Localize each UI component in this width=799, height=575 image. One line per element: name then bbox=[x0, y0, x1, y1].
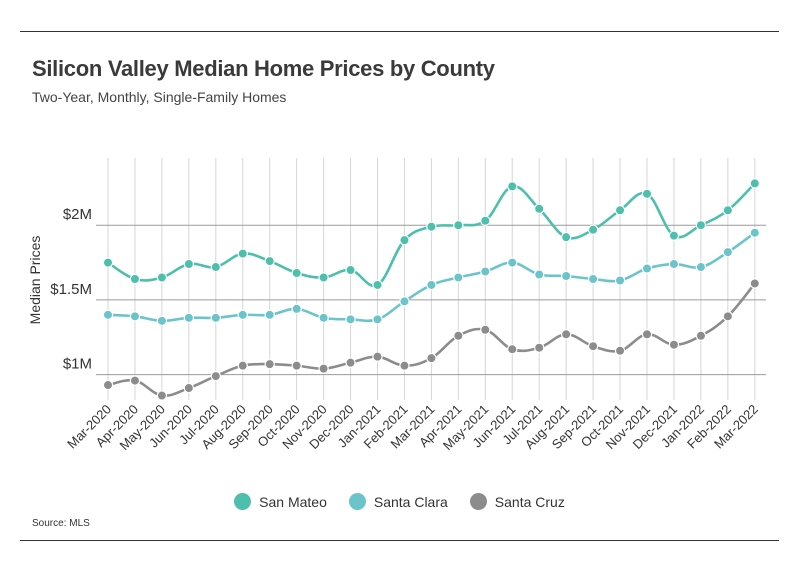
data-point-santa-cruz bbox=[372, 351, 383, 362]
series-layer bbox=[102, 178, 761, 401]
source-note: Source: MLS bbox=[32, 518, 90, 529]
y-tick-label: $2M bbox=[63, 206, 92, 223]
data-point-santa-cruz bbox=[399, 360, 410, 371]
legend-label: Santa Clara bbox=[373, 493, 448, 510]
legend-item-santa-clara: Santa Clara bbox=[348, 493, 448, 510]
chart-subtitle: Two-Year, Monthly, Single-Family Homes bbox=[32, 89, 287, 105]
data-point-santa-cruz bbox=[695, 330, 707, 341]
data-point-santa-cruz bbox=[156, 390, 168, 401]
y-tick-label: $1.5M bbox=[50, 281, 92, 298]
data-point-santa-clara bbox=[345, 314, 356, 325]
data-point-san-mateo bbox=[102, 257, 114, 268]
data-point-san-mateo bbox=[237, 248, 248, 259]
legend: San Mateo Santa Clara Santa Cruz bbox=[0, 493, 799, 510]
data-point-santa-clara bbox=[129, 311, 141, 322]
data-point-san-mateo bbox=[426, 221, 437, 232]
data-point-santa-cruz bbox=[534, 342, 545, 353]
data-point-santa-cruz bbox=[480, 324, 491, 335]
data-point-santa-cruz bbox=[453, 330, 464, 341]
data-point-santa-cruz bbox=[210, 370, 221, 382]
legend-marker bbox=[234, 493, 252, 510]
data-point-santa-clara bbox=[291, 303, 302, 315]
vertical-gridlines bbox=[107, 158, 756, 400]
data-point-santa-clara bbox=[102, 309, 114, 321]
data-point-santa-clara bbox=[453, 272, 464, 283]
data-point-santa-cruz bbox=[587, 341, 599, 352]
data-point-santa-cruz bbox=[129, 375, 141, 386]
legend-label: Santa Cruz bbox=[494, 493, 565, 510]
data-point-santa-cruz bbox=[614, 345, 626, 356]
data-point-santa-cruz bbox=[291, 360, 302, 371]
data-point-san-mateo bbox=[291, 267, 302, 279]
data-point-santa-clara bbox=[695, 261, 707, 273]
top-rule bbox=[20, 31, 779, 32]
y-tick-label: $1M bbox=[63, 356, 92, 373]
data-point-san-mateo bbox=[534, 203, 545, 214]
data-point-san-mateo bbox=[560, 231, 572, 243]
data-point-san-mateo bbox=[264, 255, 275, 267]
data-point-santa-clara bbox=[399, 296, 410, 307]
data-point-san-mateo bbox=[183, 258, 195, 270]
data-point-santa-cruz bbox=[560, 329, 572, 340]
data-point-santa-clara bbox=[614, 275, 626, 286]
x-axis-tick-labels: Mar-2020Apr-2020May-2020Jun-2020Jul-2020… bbox=[64, 402, 761, 453]
data-point-san-mateo bbox=[507, 181, 518, 192]
data-point-san-mateo bbox=[453, 220, 464, 231]
data-point-san-mateo bbox=[722, 205, 734, 216]
data-point-san-mateo bbox=[587, 224, 599, 235]
data-point-san-mateo bbox=[614, 205, 626, 216]
data-point-san-mateo bbox=[641, 188, 653, 200]
data-point-santa-clara bbox=[587, 273, 599, 285]
data-point-san-mateo bbox=[210, 261, 221, 273]
data-point-santa-clara bbox=[264, 309, 275, 321]
data-point-san-mateo bbox=[345, 264, 356, 276]
data-point-santa-cruz bbox=[722, 311, 734, 322]
legend-item-san-mateo: San Mateo bbox=[234, 493, 327, 510]
y-axis-tick-labels: $1M $1.5M $2M bbox=[50, 206, 92, 372]
data-point-santa-clara bbox=[210, 312, 221, 324]
data-point-santa-clara bbox=[749, 227, 761, 238]
data-point-santa-clara bbox=[372, 314, 383, 325]
data-point-santa-clara bbox=[668, 258, 680, 270]
bottom-rule bbox=[20, 540, 779, 541]
data-point-san-mateo bbox=[156, 272, 168, 283]
data-point-santa-clara bbox=[426, 279, 437, 291]
data-point-santa-cruz bbox=[345, 357, 356, 368]
data-point-san-mateo bbox=[749, 178, 761, 189]
data-point-san-mateo bbox=[695, 220, 707, 231]
data-point-santa-clara bbox=[183, 312, 195, 324]
data-point-santa-cruz bbox=[264, 358, 275, 370]
data-point-santa-clara bbox=[156, 315, 168, 327]
data-point-santa-clara bbox=[534, 269, 545, 280]
data-point-santa-cruz bbox=[749, 278, 761, 289]
data-point-santa-clara bbox=[318, 312, 329, 324]
data-point-santa-clara bbox=[560, 270, 572, 282]
data-point-santa-clara bbox=[237, 309, 248, 321]
data-point-san-mateo bbox=[129, 273, 141, 285]
y-axis-label: Median Prices bbox=[27, 236, 43, 325]
data-point-san-mateo bbox=[372, 279, 383, 291]
data-point-santa-cruz bbox=[668, 339, 680, 350]
legend-item-santa-cruz: Santa Cruz bbox=[469, 493, 565, 510]
data-point-santa-clara bbox=[722, 246, 734, 258]
data-point-santa-cruz bbox=[507, 344, 518, 355]
data-point-san-mateo bbox=[668, 230, 680, 241]
data-point-san-mateo bbox=[480, 215, 491, 226]
data-point-santa-cruz bbox=[237, 360, 248, 371]
data-point-san-mateo bbox=[318, 272, 329, 283]
data-point-santa-cruz bbox=[641, 329, 653, 340]
data-point-santa-cruz bbox=[426, 352, 437, 364]
legend-label: San Mateo bbox=[259, 493, 327, 510]
data-point-santa-clara bbox=[480, 266, 491, 277]
data-point-santa-cruz bbox=[102, 379, 114, 391]
data-point-santa-cruz bbox=[183, 382, 195, 394]
legend-marker bbox=[469, 493, 487, 510]
data-point-santa-cruz bbox=[318, 363, 329, 374]
data-point-santa-clara bbox=[507, 257, 518, 268]
legend-marker bbox=[348, 493, 366, 510]
data-point-san-mateo bbox=[399, 234, 410, 246]
chart-title: Silicon Valley Median Home Prices by Cou… bbox=[32, 56, 495, 81]
data-point-santa-clara bbox=[641, 263, 653, 274]
